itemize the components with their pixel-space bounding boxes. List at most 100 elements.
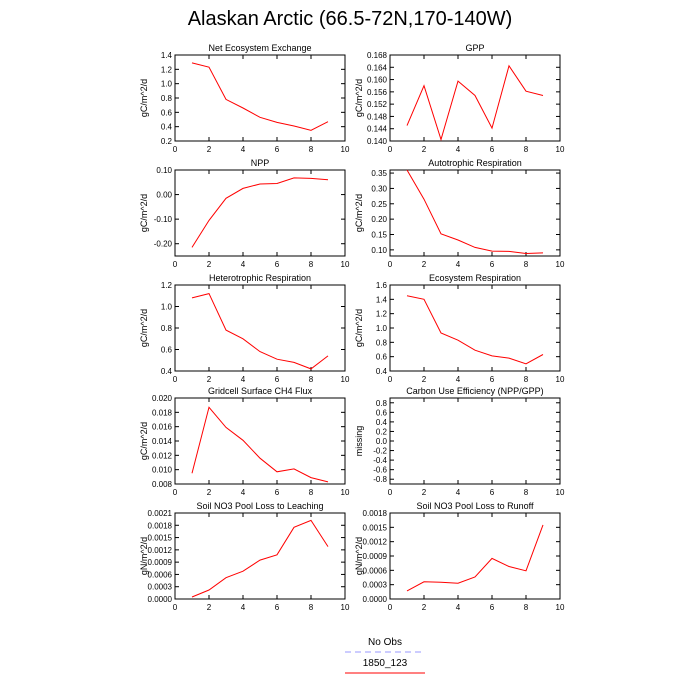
x-tick-label: 0 bbox=[388, 260, 393, 269]
chart-panel: Soil NO3 Pool Loss to Runoff gN/m^2/d 0 2 4 6… bbox=[354, 501, 565, 612]
x-tick-label: 6 bbox=[275, 375, 280, 384]
y-axis-label: gC/m^2/d bbox=[139, 194, 149, 232]
plot-frame bbox=[174, 512, 346, 600]
y-tick-label: 0.0000 bbox=[148, 595, 173, 604]
y-axis-label: gC/m^2/d bbox=[139, 79, 149, 117]
chart-panel: Net Ecosystem Exchange gC/m^2/d 0 2 4 6 8 10 0.2… bbox=[139, 43, 350, 154]
y-tick-label: 0.0003 bbox=[363, 581, 388, 590]
x-tick-label: 10 bbox=[556, 488, 565, 497]
x-tick-label: 6 bbox=[490, 375, 495, 384]
series-line bbox=[191, 62, 329, 131]
y-tick-label: 0.164 bbox=[367, 63, 388, 72]
panel-title: Autotrophic Respiration bbox=[428, 158, 522, 168]
y-tick-label: 0.6 bbox=[376, 408, 388, 417]
y-tick-label: 0.010 bbox=[152, 466, 173, 475]
legend-label-no-obs: No Obs bbox=[368, 637, 402, 648]
x-tick-label: 8 bbox=[524, 603, 529, 612]
panel-title: GPP bbox=[465, 43, 484, 53]
x-tick-label: 0 bbox=[388, 603, 393, 612]
y-tick-label: 0.018 bbox=[152, 408, 173, 417]
panel-title: Carbon Use Efficiency (NPP/GPP) bbox=[406, 386, 543, 396]
x-tick-label: 4 bbox=[241, 260, 246, 269]
panel-title: Heterotrophic Respiration bbox=[209, 273, 311, 283]
y-tick-label: 0.160 bbox=[367, 76, 388, 85]
x-tick-label: 10 bbox=[556, 260, 565, 269]
panel-title: Gridcell Surface CH4 Flux bbox=[208, 386, 313, 396]
panels-group: Net Ecosystem Exchange gC/m^2/d 0 2 4 6 8 10 0.2… bbox=[139, 43, 565, 612]
y-tick-label: 0.4 bbox=[376, 367, 388, 376]
y-tick-label: 0.0009 bbox=[148, 558, 173, 567]
y-tick-label: 0.152 bbox=[367, 100, 388, 109]
y-axis-label: gC/m^2/d bbox=[139, 422, 149, 460]
series-line bbox=[191, 293, 329, 370]
panel-title: Ecosystem Respiration bbox=[429, 273, 521, 283]
figure-title: Alaskan Arctic (66.5-72N,170-140W) bbox=[187, 8, 513, 30]
y-tick-label: 0.0 bbox=[376, 437, 388, 446]
x-tick-label: 2 bbox=[422, 260, 427, 269]
x-tick-label: 8 bbox=[524, 488, 529, 497]
y-tick-label: -0.4 bbox=[373, 456, 387, 465]
y-tick-label: 1.2 bbox=[376, 310, 388, 319]
y-tick-label: 1.0 bbox=[161, 303, 173, 312]
plot-frame bbox=[389, 169, 561, 257]
y-tick-label: 0.156 bbox=[367, 88, 388, 97]
y-tick-label: 0.020 bbox=[152, 394, 173, 403]
chart-panel: Soil NO3 Pool Loss to Leaching gN/m^2/d 0 2… bbox=[139, 501, 350, 612]
x-tick-label: 0 bbox=[173, 375, 178, 384]
x-tick-label: 6 bbox=[490, 145, 495, 154]
series-line bbox=[191, 406, 329, 483]
y-tick-label: 0.6 bbox=[161, 346, 173, 355]
x-tick-label: 8 bbox=[309, 603, 314, 612]
chart-panel: Gridcell Surface CH4 Flux gC/m^2/d 0 2 4 6 8 10… bbox=[139, 386, 350, 497]
y-tick-label: 0.0018 bbox=[148, 521, 173, 530]
y-tick-label: 1.4 bbox=[376, 295, 388, 304]
y-tick-label: 0.0000 bbox=[363, 595, 388, 604]
panel-title: Net Ecosystem Exchange bbox=[208, 43, 311, 53]
x-tick-label: 6 bbox=[275, 260, 280, 269]
panel-title: NPP bbox=[251, 158, 270, 168]
x-tick-label: 10 bbox=[341, 375, 350, 384]
y-tick-label: 0.2 bbox=[161, 137, 173, 146]
y-tick-label: 0.8 bbox=[161, 324, 173, 333]
chart-panel: Heterotrophic Respiration gC/m^2/d 0 2 4 6 8 10… bbox=[139, 273, 350, 384]
chart-panel: NPP gC/m^2/d 0 2 4 6 8 10 -0.20 -0.10 0.00 0.10 bbox=[139, 158, 350, 269]
y-tick-label: 0.0015 bbox=[363, 523, 388, 532]
x-tick-label: 0 bbox=[173, 488, 178, 497]
x-tick-label: 2 bbox=[422, 375, 427, 384]
y-tick-label: 0.8 bbox=[376, 399, 388, 408]
y-tick-label: 0.016 bbox=[152, 423, 173, 432]
plot-frame bbox=[174, 169, 346, 257]
x-tick-label: 2 bbox=[422, 145, 427, 154]
y-tick-label: 0.2 bbox=[376, 427, 388, 436]
x-tick-label: 2 bbox=[422, 603, 427, 612]
series-line bbox=[406, 295, 544, 365]
x-tick-label: 10 bbox=[556, 603, 565, 612]
y-tick-label: 0.144 bbox=[367, 125, 388, 134]
y-tick-label: -0.2 bbox=[373, 447, 387, 456]
y-tick-label: 0.168 bbox=[367, 51, 388, 60]
x-tick-label: 2 bbox=[207, 488, 212, 497]
y-tick-label: 1.2 bbox=[161, 65, 173, 74]
y-tick-label: -0.6 bbox=[373, 466, 387, 475]
x-tick-label: 2 bbox=[207, 145, 212, 154]
y-tick-label: 0.00 bbox=[156, 191, 172, 200]
x-tick-label: 6 bbox=[490, 603, 495, 612]
y-tick-label: 1.2 bbox=[161, 281, 173, 290]
x-tick-label: 0 bbox=[388, 488, 393, 497]
chart-panel: GPP gC/m^2/d 0 2 4 6 8 10 0.140 0.144 0.148 0.152 0.… bbox=[354, 43, 565, 154]
x-tick-label: 8 bbox=[309, 145, 314, 154]
x-tick-label: 2 bbox=[207, 260, 212, 269]
y-tick-label: 0.0006 bbox=[363, 566, 388, 575]
legend-label-1850-123: 1850_123 bbox=[363, 658, 408, 669]
y-axis-label: gC/m^2/d bbox=[354, 79, 364, 117]
y-tick-label: 0.4 bbox=[376, 418, 388, 427]
panel-title: Soil NO3 Pool Loss to Leaching bbox=[196, 501, 323, 511]
x-tick-label: 8 bbox=[524, 375, 529, 384]
series-line bbox=[191, 519, 329, 598]
x-tick-label: 0 bbox=[388, 375, 393, 384]
y-tick-label: -0.8 bbox=[373, 475, 387, 484]
x-tick-label: 8 bbox=[524, 260, 529, 269]
x-tick-label: 0 bbox=[173, 603, 178, 612]
y-tick-label: 0.0012 bbox=[363, 538, 388, 547]
